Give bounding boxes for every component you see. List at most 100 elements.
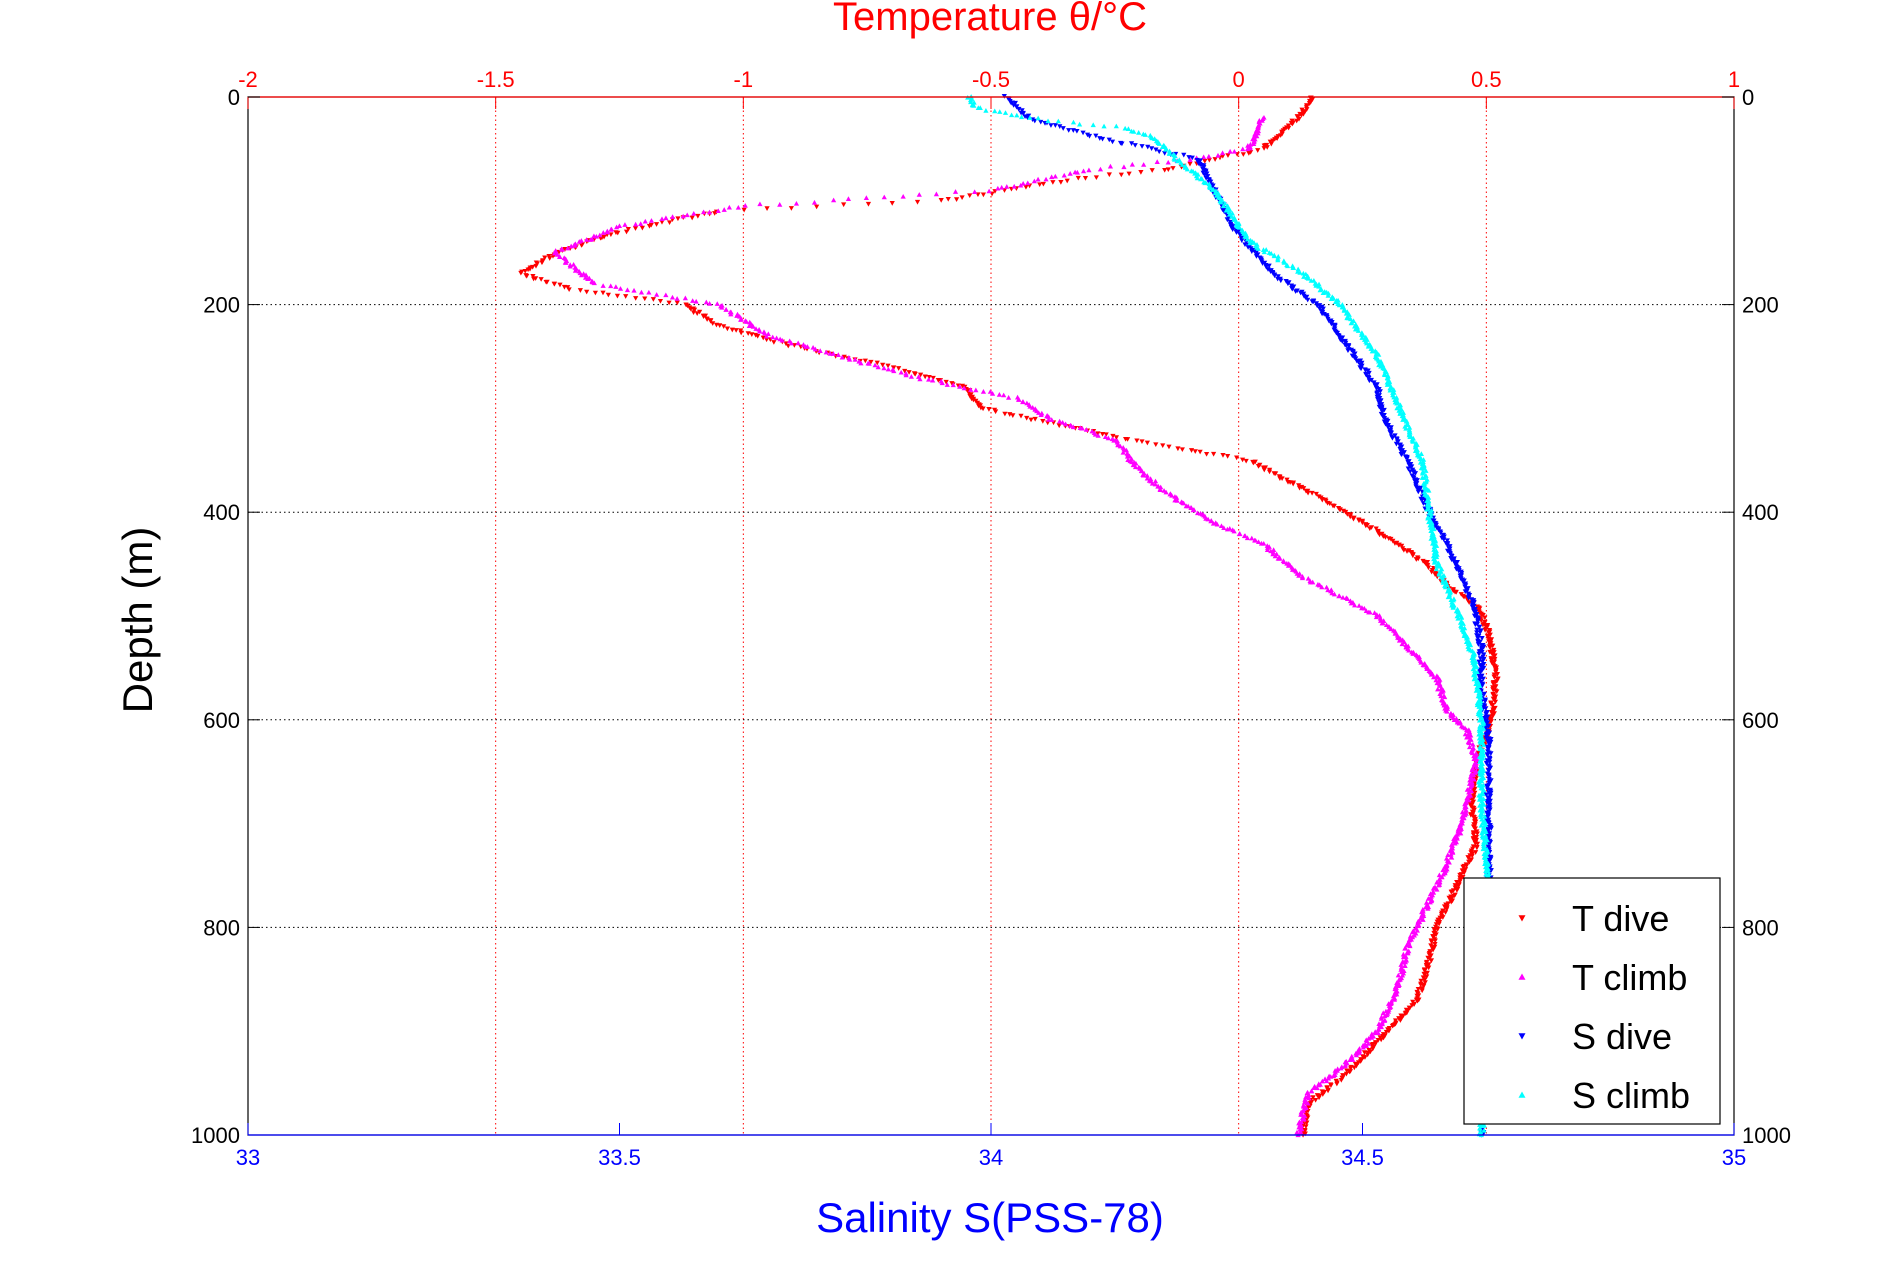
data-point: [1245, 245, 1251, 250]
data-point: [1353, 356, 1359, 362]
data-point: [1153, 147, 1159, 153]
data-point: [1479, 1123, 1485, 1129]
data-point: [1181, 500, 1187, 506]
data-point: [1048, 123, 1054, 128]
data-point: [1008, 112, 1015, 118]
data-point: [1139, 439, 1145, 445]
data-point: [1468, 737, 1474, 742]
data-point: [538, 277, 544, 282]
data-point: [1244, 535, 1251, 541]
data-point: [764, 337, 770, 343]
data-point: [1271, 547, 1277, 552]
data-point: [586, 275, 592, 281]
data-point: [1268, 141, 1274, 147]
data-point: [625, 227, 631, 232]
data-point: [1431, 526, 1437, 532]
data-point: [616, 223, 623, 229]
data-point: [1298, 113, 1305, 118]
data-point: [1397, 1018, 1403, 1023]
data-point: [1299, 575, 1306, 581]
data-point: [1123, 447, 1130, 453]
data-point: [1074, 128, 1080, 134]
data-point: [1425, 906, 1431, 911]
data-point: [1228, 224, 1234, 230]
data-point: [1470, 605, 1476, 610]
data-point: [1481, 1127, 1487, 1133]
data-point: [1480, 747, 1486, 753]
data-point: [613, 284, 619, 289]
data-point: [900, 194, 906, 199]
data-point: [1433, 932, 1439, 938]
data-point: [1290, 265, 1297, 271]
data-point: [738, 330, 744, 336]
data-point: [773, 335, 780, 341]
data-point: [624, 287, 631, 293]
data-point: [674, 296, 680, 301]
data-point: [1331, 591, 1338, 597]
data-point: [1473, 659, 1479, 664]
data-point: [1023, 184, 1029, 190]
data-point: [1457, 827, 1463, 832]
data-point: [1218, 199, 1224, 205]
data-point: [632, 226, 639, 231]
data-point: [1432, 938, 1438, 944]
data-point: [968, 387, 974, 392]
data-point: [1265, 545, 1271, 550]
data-point: [1338, 1077, 1344, 1083]
data-point: [1346, 1069, 1353, 1075]
data-point: [1371, 380, 1377, 386]
data-point: [1471, 776, 1477, 782]
right-tick-label: 800: [1742, 915, 1779, 940]
data-point: [675, 216, 681, 222]
data-point: [1476, 659, 1482, 665]
data-point: [1464, 586, 1471, 592]
data-point: [944, 382, 950, 387]
data-point: [1391, 387, 1397, 392]
data-point: [1477, 691, 1484, 697]
data-point: [1409, 1003, 1415, 1008]
data-point: [943, 379, 949, 385]
data-point: [1103, 432, 1109, 438]
data-point: [1125, 437, 1131, 442]
data-point: [583, 272, 589, 278]
data-point: [1080, 130, 1086, 136]
data-point: [977, 403, 983, 408]
legend-label: T dive: [1572, 898, 1669, 939]
data-point: [908, 374, 914, 379]
data-point: [1475, 642, 1482, 647]
data-point: [1442, 694, 1448, 700]
data-point: [1360, 1042, 1366, 1048]
data-point: [1244, 236, 1251, 242]
data-point: [613, 230, 619, 235]
data-point: [1375, 1037, 1381, 1043]
data-point: [1466, 786, 1472, 792]
data-point: [1481, 715, 1488, 721]
data-point: [1404, 418, 1410, 424]
data-point: [1382, 1013, 1388, 1019]
data-point: [1156, 141, 1162, 146]
data-point: [1308, 1088, 1314, 1094]
data-point: [1467, 777, 1473, 783]
data-point: [1060, 126, 1066, 131]
data-point: [1321, 311, 1327, 317]
data-point: [1309, 490, 1315, 496]
data-point: [1428, 943, 1434, 949]
right-tick-label: 0: [1742, 85, 1754, 110]
data-point: [1206, 153, 1212, 159]
data-point: [1067, 171, 1073, 176]
data-point: [1482, 813, 1488, 819]
data-point: [1299, 107, 1305, 113]
data-point: [1240, 152, 1246, 157]
data-point: [1444, 542, 1450, 548]
data-point: [1233, 218, 1239, 224]
data-point: [1396, 977, 1402, 983]
data-point: [1474, 841, 1481, 847]
data-point: [1037, 182, 1043, 188]
data-point: [1489, 660, 1495, 666]
data-point: [1285, 263, 1291, 269]
data-point: [1296, 573, 1302, 578]
data-point: [1422, 968, 1428, 973]
data-point: [1373, 526, 1379, 532]
data-point: [1325, 587, 1331, 593]
data-point: [903, 372, 909, 378]
